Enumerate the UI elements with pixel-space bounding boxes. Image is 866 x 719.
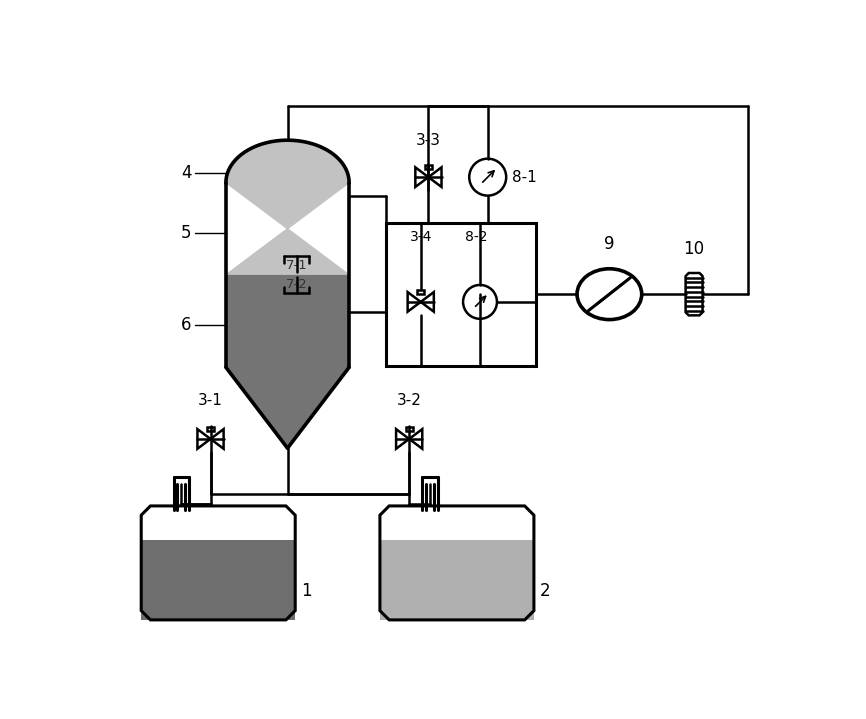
Text: 1: 1 <box>301 582 312 600</box>
Bar <box>141 506 295 540</box>
Text: 5: 5 <box>181 224 191 242</box>
Bar <box>141 540 295 620</box>
Text: 7-2: 7-2 <box>286 278 307 291</box>
Polygon shape <box>226 140 349 275</box>
Bar <box>405 427 413 431</box>
Text: 8-2: 8-2 <box>465 230 488 244</box>
Text: 10: 10 <box>683 239 705 257</box>
Bar <box>380 506 534 540</box>
Text: 3-2: 3-2 <box>397 393 422 408</box>
Text: 9: 9 <box>604 235 615 253</box>
Bar <box>380 540 534 620</box>
Text: 3-1: 3-1 <box>198 393 223 408</box>
Text: 6: 6 <box>181 316 191 334</box>
Bar <box>417 290 424 294</box>
Text: 3-4: 3-4 <box>410 230 432 244</box>
Text: 2: 2 <box>540 582 551 600</box>
Bar <box>207 427 214 431</box>
Text: 3-3: 3-3 <box>416 133 441 148</box>
Bar <box>425 165 432 169</box>
Text: 7-1: 7-1 <box>286 259 307 272</box>
Text: 8-1: 8-1 <box>513 170 537 185</box>
Text: 4: 4 <box>181 164 191 182</box>
Polygon shape <box>226 275 349 448</box>
Bar <box>386 224 536 366</box>
